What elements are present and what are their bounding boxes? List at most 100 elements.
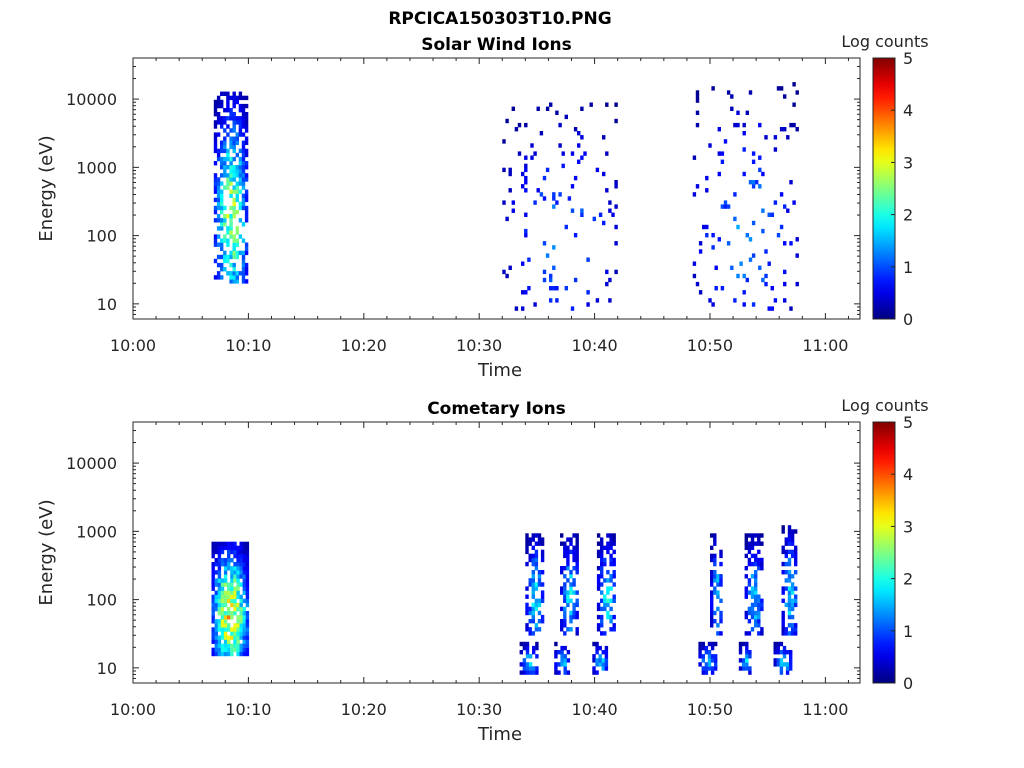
heatmap-cell xyxy=(525,533,529,538)
heatmap-cell xyxy=(695,90,700,95)
heatmap-cell xyxy=(575,541,579,546)
heatmap-cells xyxy=(213,82,799,311)
heatmap-cell xyxy=(245,651,250,657)
heatmap-cell xyxy=(216,148,221,154)
heatmap-cell xyxy=(549,273,553,279)
heatmap-cell xyxy=(241,140,246,145)
heatmap-cell xyxy=(241,279,246,284)
heatmap-cell xyxy=(757,606,761,612)
heatmap-cell xyxy=(223,623,228,628)
heatmap-cell xyxy=(714,666,718,671)
heatmap-cell xyxy=(560,650,564,655)
heatmap-cell xyxy=(238,95,243,101)
heatmap-cell xyxy=(540,594,545,599)
heatmap-cell xyxy=(214,606,218,612)
heatmap-cell xyxy=(213,144,218,150)
heatmap-cell xyxy=(238,120,243,125)
heatmap-cell xyxy=(223,238,227,243)
heatmap-cell xyxy=(223,108,227,113)
heatmap-cell xyxy=(227,651,231,657)
heatmap-cell xyxy=(612,614,616,620)
heatmap-cell xyxy=(524,163,528,169)
heatmap-cell xyxy=(781,545,785,550)
heatmap-cell xyxy=(242,598,246,604)
heatmap-cell xyxy=(757,566,761,571)
heatmap-cell xyxy=(535,670,539,675)
heatmap-cell xyxy=(609,606,613,612)
heatmap-cell xyxy=(773,135,778,140)
heatmap-cell xyxy=(784,627,788,632)
heatmap-cell xyxy=(757,541,761,546)
heatmap-cell xyxy=(601,650,605,655)
heatmap-cell xyxy=(235,238,239,243)
heatmap-cell xyxy=(216,120,221,125)
heatmap-cell xyxy=(245,566,250,571)
heatmap-cell xyxy=(213,140,218,145)
heatmap-cell xyxy=(223,222,227,227)
heatmap-cell xyxy=(213,197,218,203)
heatmap-cell xyxy=(244,246,249,251)
heatmap-cell xyxy=(716,582,720,587)
heatmap-cell xyxy=(572,533,576,538)
heatmap-cell xyxy=(782,662,787,667)
heatmap-cell xyxy=(710,553,714,559)
heatmap-cell xyxy=(214,623,218,628)
heatmap-cell xyxy=(717,151,721,156)
heatmap-cell xyxy=(217,574,222,579)
heatmap-cell xyxy=(229,189,233,194)
heatmap-cell xyxy=(741,662,746,667)
heatmap-cell xyxy=(566,557,570,563)
heatmap-cell xyxy=(789,306,793,311)
heatmap-cell xyxy=(214,631,218,636)
heatmap-cell xyxy=(738,658,743,663)
heatmap-cell xyxy=(733,216,737,222)
heatmap-cell xyxy=(220,189,224,194)
heatmap-cell xyxy=(790,602,795,608)
heatmap-cell xyxy=(540,614,545,620)
heatmap-cell xyxy=(537,602,542,608)
heatmap-cell xyxy=(710,574,714,579)
heatmap-cell xyxy=(223,144,227,150)
x-tick-label: 10:50 xyxy=(687,336,733,355)
x-tick-label: 10:00 xyxy=(110,700,156,719)
heatmap-cell xyxy=(214,639,218,644)
heatmap-cell xyxy=(781,529,785,534)
heatmap-cell xyxy=(586,290,590,295)
heatmap-cell xyxy=(239,651,243,657)
heatmap-cell xyxy=(227,647,231,653)
heatmap-cell xyxy=(726,90,731,95)
heatmap-cell xyxy=(596,566,601,571)
heatmap-cell xyxy=(223,169,227,174)
heatmap-cell xyxy=(239,623,243,628)
heatmap-cell xyxy=(742,273,746,279)
heatmap-cell xyxy=(227,586,231,591)
heatmap-cell xyxy=(750,602,755,608)
heatmap-cell xyxy=(598,212,603,217)
heatmap-cell xyxy=(600,537,604,542)
heatmap-cell xyxy=(241,169,246,174)
plot-area xyxy=(132,421,861,684)
heatmap-cell xyxy=(220,156,224,162)
heatmap-cell xyxy=(609,557,613,563)
heatmap-cell xyxy=(569,574,573,579)
heatmap-cell xyxy=(233,590,237,595)
heatmap-cell xyxy=(757,623,761,628)
heatmap-cell xyxy=(603,594,607,599)
heatmap-cell xyxy=(220,254,224,260)
heatmap-cell xyxy=(609,545,613,550)
heatmap-cell xyxy=(760,602,764,608)
heatmap-cell xyxy=(534,557,539,563)
heatmap-cell xyxy=(213,189,218,194)
heatmap-cell xyxy=(213,181,218,186)
heatmap-cell xyxy=(241,144,246,150)
heatmap-cell xyxy=(229,262,233,268)
heatmap-cell xyxy=(789,654,793,659)
heatmap-cell xyxy=(226,132,230,137)
heatmap-cell xyxy=(216,254,221,260)
heatmap-cell xyxy=(751,180,756,185)
heatmap-cell xyxy=(698,241,703,246)
heatmap-cell xyxy=(233,611,237,616)
heatmap-cell xyxy=(572,566,576,571)
heatmap-cell xyxy=(560,590,564,595)
heatmap-cell xyxy=(747,582,752,587)
